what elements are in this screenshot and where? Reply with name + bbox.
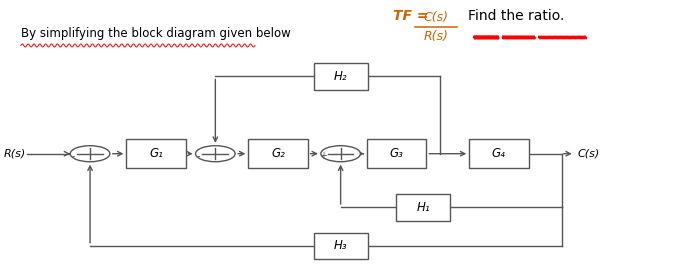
- Text: TF =: TF =: [394, 9, 434, 23]
- Text: R(s): R(s): [4, 149, 26, 159]
- Text: C(s): C(s): [424, 11, 449, 24]
- Text: H₂: H₂: [334, 70, 348, 83]
- Text: Find the ratio.: Find the ratio.: [468, 9, 564, 23]
- Bar: [469, 139, 529, 168]
- Text: -: -: [196, 151, 200, 161]
- Circle shape: [196, 146, 235, 162]
- Bar: [396, 194, 450, 221]
- Text: H₃: H₃: [334, 239, 348, 252]
- Bar: [314, 232, 368, 259]
- Bar: [126, 139, 186, 168]
- Circle shape: [70, 146, 110, 162]
- Bar: [367, 139, 427, 168]
- Text: R(s): R(s): [424, 30, 449, 43]
- Bar: [248, 139, 308, 168]
- Text: +: +: [319, 151, 327, 161]
- Text: C(s): C(s): [578, 149, 600, 159]
- Text: -: -: [71, 151, 75, 161]
- Text: G₃: G₃: [389, 147, 404, 160]
- Bar: [314, 63, 368, 90]
- Text: G₁: G₁: [149, 147, 163, 160]
- Text: G₄: G₄: [492, 147, 506, 160]
- Text: G₂: G₂: [271, 147, 285, 160]
- Text: By simplifying the block diagram given below: By simplifying the block diagram given b…: [21, 27, 290, 40]
- Circle shape: [321, 146, 360, 162]
- Text: H₁: H₁: [416, 201, 430, 214]
